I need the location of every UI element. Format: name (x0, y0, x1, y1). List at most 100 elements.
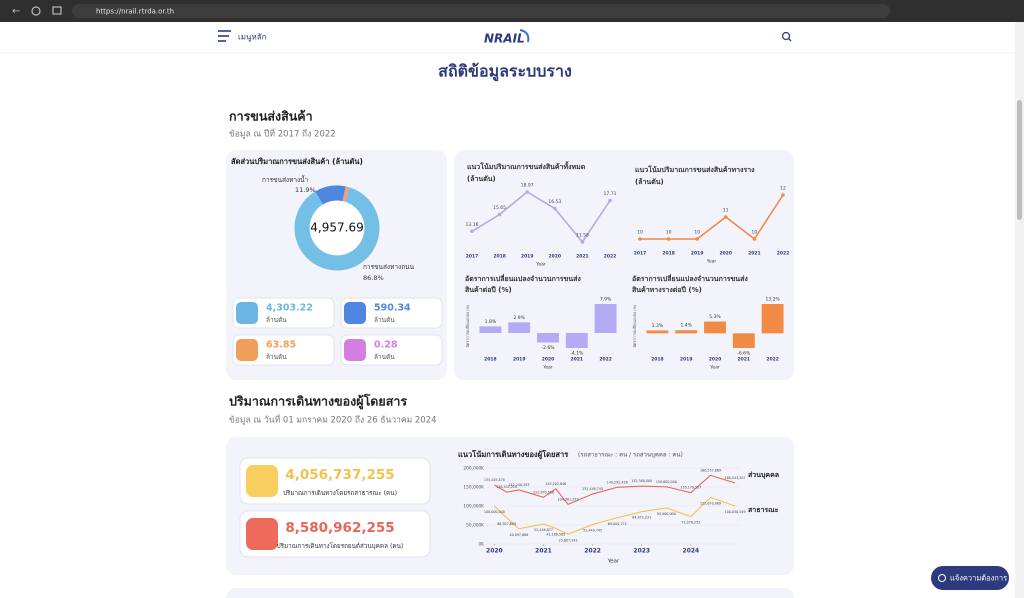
x-tick-label: 2021 (738, 357, 751, 363)
address-bar[interactable] (72, 4, 890, 18)
data-label: 100,030,549 (725, 510, 746, 514)
x-tick-label: 2020 (542, 357, 555, 363)
data-label: 135,179,527 (680, 486, 701, 490)
data-label: 10 (694, 230, 700, 236)
search-icon[interactable] (781, 31, 791, 41)
data-label: 160,543,507 (725, 476, 746, 480)
data-label: 152,300,000 (631, 479, 652, 483)
stat-unit: ล้านตัน (266, 316, 287, 324)
donut-value-label: 11.9% (295, 186, 316, 194)
donut-segment (315, 185, 346, 205)
legend-label: ส่วนบุคคล (748, 471, 779, 479)
data-label: 104,361,373 (558, 497, 579, 501)
stat-unit: ล้านตัน (374, 353, 395, 361)
stat-icon (344, 339, 366, 361)
legend-label: สาธารณะ (748, 506, 779, 514)
x-tick-label: 2022 (599, 357, 612, 363)
chart-title: สินค้าทางรางต่อปี (%) (631, 285, 702, 294)
donut-label: การขนส่งทางถนน (363, 263, 415, 271)
stat-value: 8,580,962,255 (285, 520, 394, 536)
x-tick-label: 2019 (513, 357, 526, 363)
bar (508, 322, 531, 333)
x-tick-label: 2022 (777, 251, 790, 257)
data-label: 52,416,877 (534, 528, 553, 532)
x-tick-label: 2023 (633, 548, 650, 555)
data-label: 71,976,252 (681, 521, 700, 525)
stat-value: 590.34 (374, 303, 411, 314)
stat-icon (236, 302, 258, 324)
donut-segment (342, 186, 350, 202)
data-label: 13.16 (466, 222, 479, 228)
data-label: 142,240,393 (508, 483, 529, 487)
x-tick-label: 2021 (576, 254, 589, 260)
bar (732, 333, 755, 348)
trend-point (608, 198, 612, 203)
x-tick-label: 2019 (680, 357, 693, 363)
y-tick-label: 200,000K (463, 466, 484, 472)
data-label: 100,000,000 (484, 510, 505, 514)
data-label: 1.4% (680, 323, 692, 329)
trend-point (666, 237, 671, 241)
chart-title: (ล้านตัน) (467, 174, 496, 183)
stat-icon (236, 339, 258, 361)
bar (675, 330, 698, 334)
trend-point (724, 215, 728, 219)
data-label: 1.8% (485, 319, 497, 325)
trend-line (640, 194, 784, 241)
stat-value: 0.28 (374, 340, 398, 351)
x-tick-label: 2020 (486, 548, 503, 555)
x-axis-label: Year (607, 559, 620, 565)
series-line (493, 496, 736, 535)
donut-segment (294, 187, 380, 271)
donut-value-label: 86.8% (363, 274, 384, 282)
x-tick-label: 2017 (634, 251, 647, 257)
trend-point (695, 237, 699, 241)
logo[interactable]: NRAIL (484, 32, 525, 46)
menu-icon[interactable] (218, 30, 231, 42)
trend-point (752, 237, 757, 241)
request-button-label[interactable]: แจ้งความต้องการ (950, 574, 1007, 583)
data-label: 95,000,000 (657, 512, 676, 516)
data-label: 136,531,215 (496, 485, 517, 489)
data-label: 2.9% (513, 315, 525, 321)
section-subtitle: ข้อมูล ณ ปีที่ 2017 ถึง 2022 (229, 128, 336, 140)
section-heading: ปริมาณการเดินทางของผู้โดยสาร (229, 394, 407, 410)
donut-hole (310, 201, 364, 255)
x-tick-label: 2018 (493, 254, 506, 260)
menu-label[interactable]: เมนูหลัก (238, 33, 267, 43)
x-axis-label: Year (706, 259, 717, 265)
trend-point (497, 212, 502, 217)
series-line (494, 474, 736, 506)
scrollbar-thumb[interactable] (1017, 100, 1022, 220)
x-axis-label: Year (535, 262, 546, 268)
stat-label: ปริมาณการเดินทางโดยรถยนต์ส่วนบุคคล (คน) (277, 542, 404, 550)
request-button[interactable] (931, 566, 1009, 590)
x-tick-label: 2019 (691, 251, 704, 257)
page-title: สถิติข้อมูลระบบราง (438, 62, 572, 83)
data-label: 155,455,478 (484, 478, 505, 482)
stat-value: 63.85 (266, 340, 296, 351)
x-tick-label: 2020 (549, 254, 562, 260)
data-label: 17.71 (604, 191, 617, 197)
trend-point (638, 237, 642, 241)
data-label: 10 (637, 230, 643, 236)
data-label: 84,972,231 (632, 516, 651, 520)
data-label: 11.58 (576, 233, 589, 239)
chat-icon (938, 574, 946, 582)
data-label: 40,097,866 (509, 533, 528, 537)
x-tick-label: 2018 (651, 357, 664, 363)
chart-title: แนวโน้มปริมาณการขนส่งสินค้าทางราง (635, 165, 755, 174)
home-button[interactable] (52, 6, 62, 15)
y-tick-label: 100,000K (463, 504, 484, 510)
chart-title: สัดส่วนปริมาณการขนส่งสินค้า (ล้านตัน) (231, 157, 363, 166)
data-label: 68,927,609 (497, 522, 516, 526)
data-label: 18.97 (521, 183, 534, 189)
x-tick-label: 2022 (604, 254, 617, 260)
trend-point (553, 206, 557, 211)
chart-subtitle: (รถสาธารณะ : คน / รถส่วนบุคคล : คน) (578, 452, 683, 459)
y-axis-label: อัตราการเปลี่ยนแปลง (%) (632, 304, 637, 348)
back-button[interactable]: ← (12, 6, 20, 17)
data-label: 1.3% (652, 323, 664, 329)
reload-button[interactable] (31, 6, 41, 16)
data-label: 51,449,745 (583, 528, 602, 532)
